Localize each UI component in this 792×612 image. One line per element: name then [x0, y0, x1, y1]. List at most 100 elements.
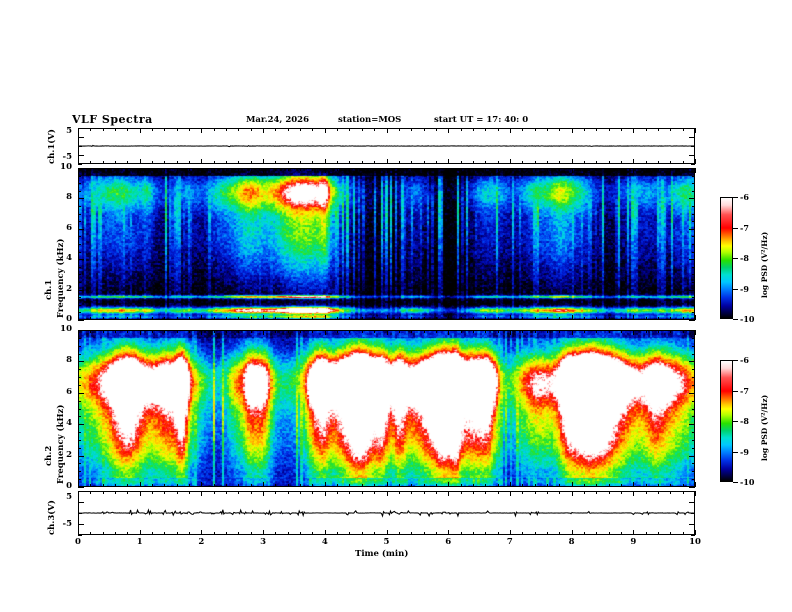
x-tick — [435, 491, 437, 494]
x-tick — [90, 484, 92, 487]
x-tick — [238, 128, 240, 131]
x-tick — [102, 317, 104, 320]
x-tick — [522, 330, 524, 333]
x-tick — [522, 128, 524, 131]
x-tick — [497, 161, 499, 164]
y-tick — [689, 392, 695, 394]
x-tick — [695, 159, 696, 164]
x-tick — [596, 317, 598, 320]
y-tick — [78, 164, 82, 165]
x-tick — [398, 484, 400, 487]
x-tick — [448, 530, 450, 535]
y-tick — [692, 432, 695, 434]
colorbar-tick — [733, 319, 738, 320]
x-tick — [411, 161, 413, 164]
x-tick — [546, 128, 548, 131]
x-tick — [189, 168, 191, 171]
x-tick — [349, 491, 351, 494]
y-tick — [689, 168, 695, 169]
x-tick — [411, 532, 413, 535]
x-tick — [102, 330, 104, 333]
x-tick — [435, 484, 437, 487]
x-tick — [127, 491, 129, 494]
y-tick — [692, 251, 695, 253]
x-tick — [411, 317, 413, 320]
x-tick — [460, 161, 462, 164]
x-tick — [102, 168, 104, 171]
x-tick — [139, 491, 141, 496]
x-tick — [78, 330, 79, 335]
y-tick — [78, 337, 81, 339]
x-tick — [411, 491, 413, 494]
x-tick — [596, 491, 598, 494]
x-tick — [164, 161, 166, 164]
x-tick — [127, 168, 129, 171]
y-tick — [78, 535, 82, 536]
x-tick — [460, 317, 462, 320]
x-tick — [645, 128, 647, 131]
x-tick — [670, 484, 672, 487]
ch1-y-tick-label: 8 — [66, 192, 72, 203]
y-tick — [78, 463, 81, 465]
x-tick — [411, 128, 413, 131]
x-tick — [152, 532, 154, 535]
x-tick — [596, 168, 598, 171]
x-tick — [571, 491, 573, 496]
x-tick — [485, 330, 487, 333]
colorbar-ch1-tick-label: -7 — [740, 222, 749, 233]
y-tick — [689, 524, 695, 525]
x-tick — [633, 159, 635, 164]
x-tick — [386, 168, 388, 173]
colorbar-tick — [733, 258, 738, 259]
ch2-y-tick-label: 10 — [60, 324, 72, 334]
x-tick — [250, 532, 252, 535]
x-tick — [337, 168, 339, 171]
colorbar-tick — [733, 360, 738, 361]
x-tick — [324, 530, 326, 535]
x-tick — [670, 317, 672, 320]
x-tick — [226, 161, 228, 164]
x-tick — [238, 168, 240, 171]
x-tick — [670, 161, 672, 164]
ch1-spectrogram-axis-title-line2: Frequency (kHz) — [56, 238, 66, 318]
x-tick — [115, 317, 117, 320]
colorbar-tick — [733, 288, 738, 290]
x-tick — [657, 532, 659, 535]
x-tick — [337, 532, 339, 535]
x-tick — [435, 532, 437, 535]
x-tick — [337, 484, 339, 487]
x-tick — [670, 532, 672, 535]
x-tick — [423, 330, 425, 333]
x-tick — [583, 317, 585, 320]
y-tick — [689, 424, 695, 426]
x-tick — [176, 491, 178, 494]
ch2-spectrogram-plot-area — [79, 331, 694, 486]
x-tick — [472, 532, 474, 535]
y-tick — [691, 513, 695, 514]
colorbar-tick — [733, 227, 738, 229]
y-tick — [78, 183, 81, 185]
x-tick — [127, 484, 129, 487]
y-tick — [78, 447, 81, 449]
x-tick — [411, 168, 413, 171]
x-tick — [300, 317, 302, 320]
x-tick — [423, 168, 425, 171]
x-tick — [596, 161, 598, 164]
x-tick — [695, 530, 696, 535]
x-tick — [90, 161, 92, 164]
y-tick — [78, 424, 84, 426]
x-tick — [435, 128, 437, 131]
x-tick — [275, 484, 277, 487]
x-tick — [152, 330, 154, 333]
y-tick — [689, 155, 695, 156]
x-tick — [102, 484, 104, 487]
y-tick — [78, 274, 81, 276]
y-tick — [78, 330, 84, 331]
x-tick — [386, 530, 388, 535]
colorbar-ch2-label: log PSD (V²/Hz) — [760, 394, 769, 461]
x-tick — [608, 532, 610, 535]
x-tick — [596, 128, 598, 131]
x-tick — [522, 532, 524, 535]
x-tick — [423, 491, 425, 494]
x-tick — [90, 330, 92, 333]
